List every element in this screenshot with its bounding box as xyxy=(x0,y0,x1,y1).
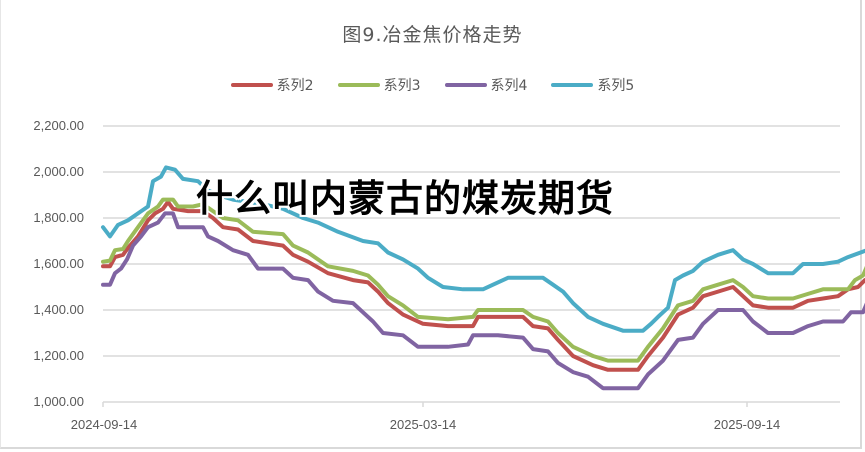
legend-swatch-series3 xyxy=(337,83,380,87)
series-line xyxy=(101,165,865,333)
y-tick-label: 1,600.00 xyxy=(33,256,84,271)
legend-item-series5: 系列5 xyxy=(551,75,634,95)
y-tick-label: 1,200.00 xyxy=(33,348,84,363)
y-tick-label: 1,800.00 xyxy=(33,210,84,225)
legend-swatch-series4 xyxy=(444,83,487,87)
y-tick-label: 1,000.00 xyxy=(33,394,84,409)
legend-item-series4: 系列4 xyxy=(444,75,528,95)
legend-label: 系列3 xyxy=(383,78,421,94)
chart-legend: 系列2 系列3 系列4 系列5 xyxy=(0,75,865,95)
series-line xyxy=(101,197,865,363)
legend-label: 系列2 xyxy=(276,78,314,94)
x-axis xyxy=(102,401,840,407)
legend-item-series3: 系列3 xyxy=(337,75,421,95)
series-line xyxy=(101,199,865,372)
y-tick-label: 1,400.00 xyxy=(33,302,84,317)
overlay-caption: 什么叫内蒙古的煤炭期货 xyxy=(196,177,614,220)
x-tick-label: 2025-09-14 xyxy=(713,417,781,432)
y-tick-label: 2,000.00 xyxy=(33,164,84,179)
chart-title: 图9.冶金焦价格走势 xyxy=(342,24,523,46)
series-lines xyxy=(101,165,865,391)
x-tick-label: 2025-03-14 xyxy=(389,417,457,432)
legend-label: 系列5 xyxy=(597,78,635,94)
series-line xyxy=(101,211,865,391)
legend-label: 系列4 xyxy=(490,78,528,94)
legend-item-series2: 系列2 xyxy=(230,75,314,95)
legend-swatch-series5 xyxy=(551,83,594,87)
legend-swatch-series2 xyxy=(230,83,273,87)
x-tick-label: 2024-09-14 xyxy=(70,417,138,432)
y-tick-label: 2,200.00 xyxy=(33,118,84,133)
